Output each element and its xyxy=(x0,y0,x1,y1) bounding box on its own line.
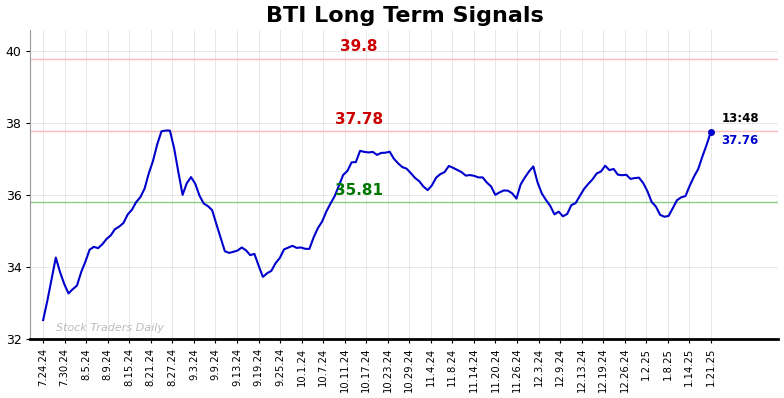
Text: 37.78: 37.78 xyxy=(335,112,383,127)
Text: 39.8: 39.8 xyxy=(340,39,378,54)
Text: 13:48: 13:48 xyxy=(721,112,759,125)
Title: BTI Long Term Signals: BTI Long Term Signals xyxy=(266,6,543,25)
Text: Stock Traders Daily: Stock Traders Daily xyxy=(56,324,164,334)
Text: 35.81: 35.81 xyxy=(335,183,383,198)
Text: 37.76: 37.76 xyxy=(721,134,759,147)
